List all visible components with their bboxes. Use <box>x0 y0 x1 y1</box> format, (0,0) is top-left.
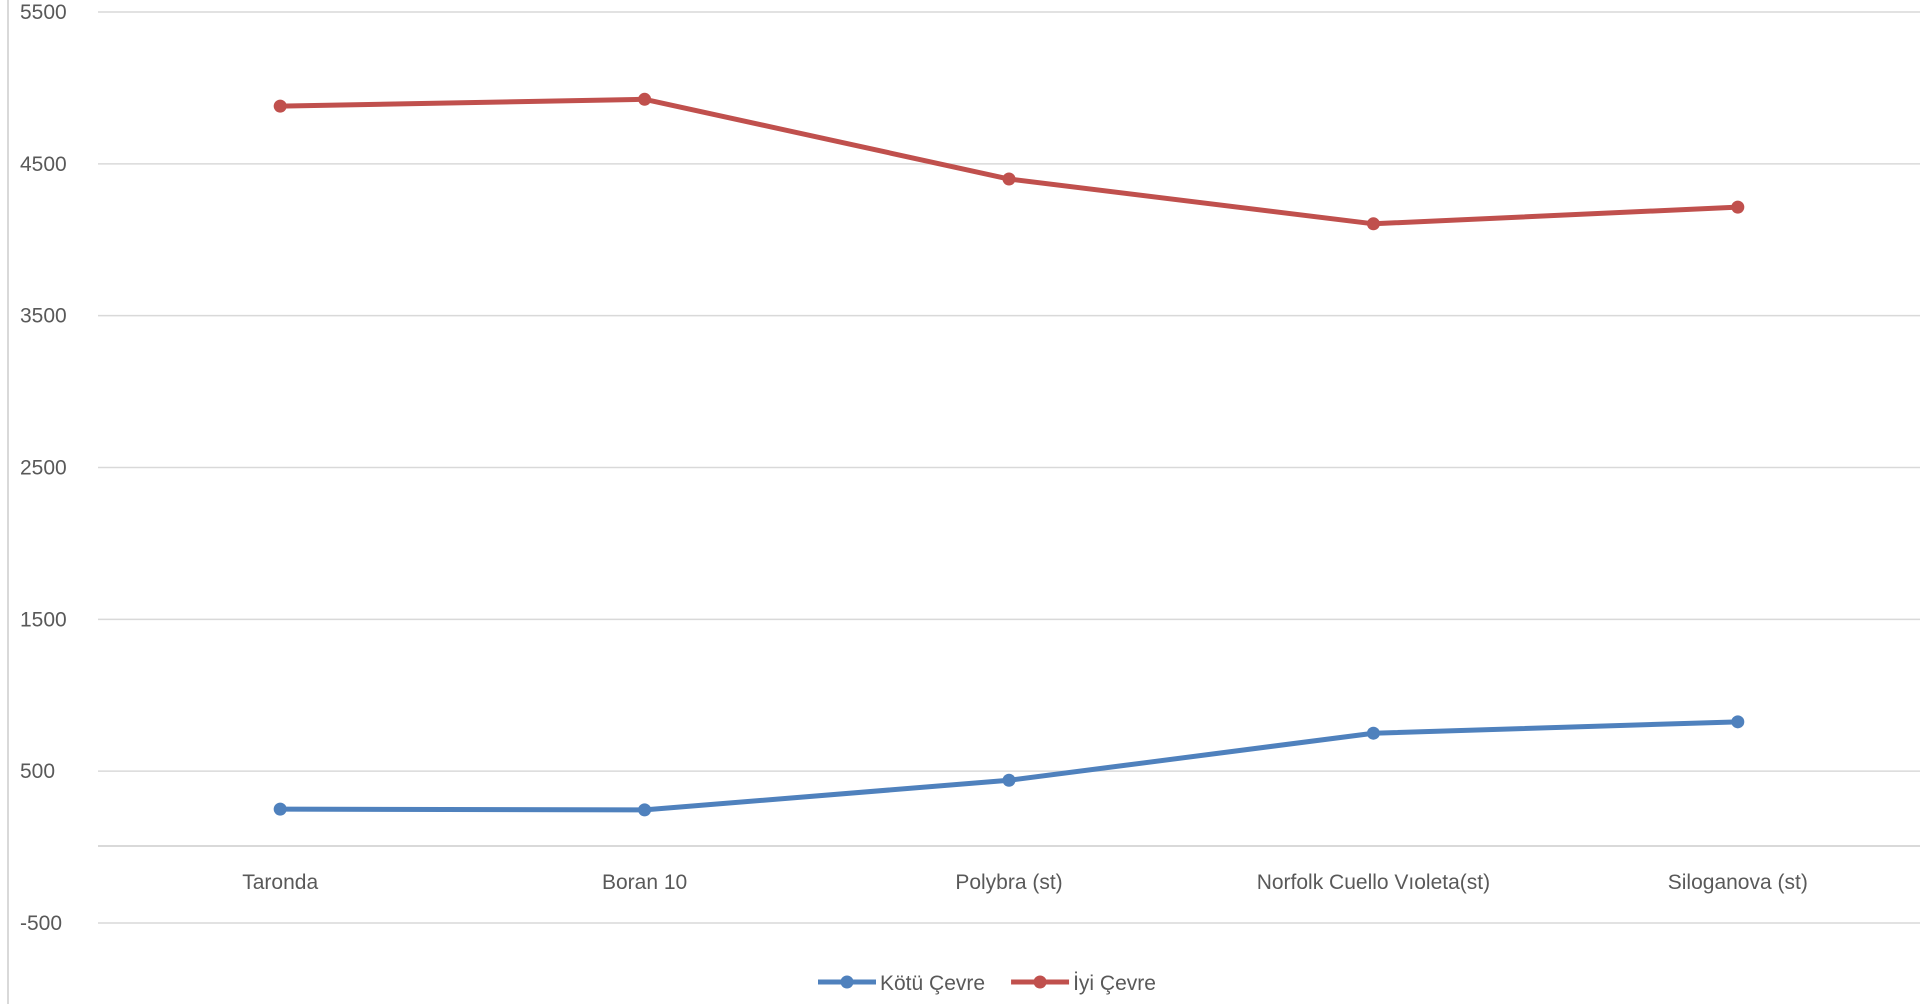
x-tick-label: Polybra (st) <box>955 871 1062 894</box>
y-tick-label: -500 <box>20 912 62 935</box>
y-tick-label: 3500 <box>20 305 67 328</box>
gridlines <box>98 11 1920 924</box>
data-point <box>1731 200 1745 214</box>
series-lines <box>273 92 1745 817</box>
series-line-1 <box>277 96 1741 227</box>
legend-swatch-marker <box>1033 975 1047 989</box>
legend-label: İyi Çevre <box>1073 972 1156 995</box>
x-tick-label: Taronda <box>242 871 318 894</box>
data-point <box>638 92 652 106</box>
y-axis-ticks: -500 500 1500 2500 3500 4500 5500 <box>20 1 67 935</box>
x-tick-label: Norfolk Cuello Vıoleta(st) <box>1257 871 1490 894</box>
legend: Kötü Çevre İyi Çevre <box>818 972 1156 995</box>
y-tick-label: 4500 <box>20 153 67 176</box>
series-line-0 <box>277 719 1741 813</box>
data-point <box>1002 172 1016 186</box>
y-tick-label: 5500 <box>20 1 67 24</box>
y-tick-label: 500 <box>20 760 55 783</box>
data-point <box>1366 726 1380 740</box>
x-tick-label: Siloganova (st) <box>1668 871 1808 894</box>
data-point <box>1731 715 1745 729</box>
legend-label: Kötü Çevre <box>880 972 985 995</box>
data-point <box>1002 773 1016 787</box>
x-tick-label: Boran 10 <box>602 871 687 894</box>
y-tick-label: 2500 <box>20 457 67 480</box>
data-point <box>638 803 652 817</box>
legend-swatch-marker <box>840 975 854 989</box>
data-point <box>273 802 287 816</box>
data-point <box>273 99 287 113</box>
data-point <box>1366 217 1380 231</box>
x-axis-ticks: Taronda Boran 10 Polybra (st) Norfolk Cuell… <box>242 871 1808 894</box>
y-tick-label: 1500 <box>20 608 67 631</box>
